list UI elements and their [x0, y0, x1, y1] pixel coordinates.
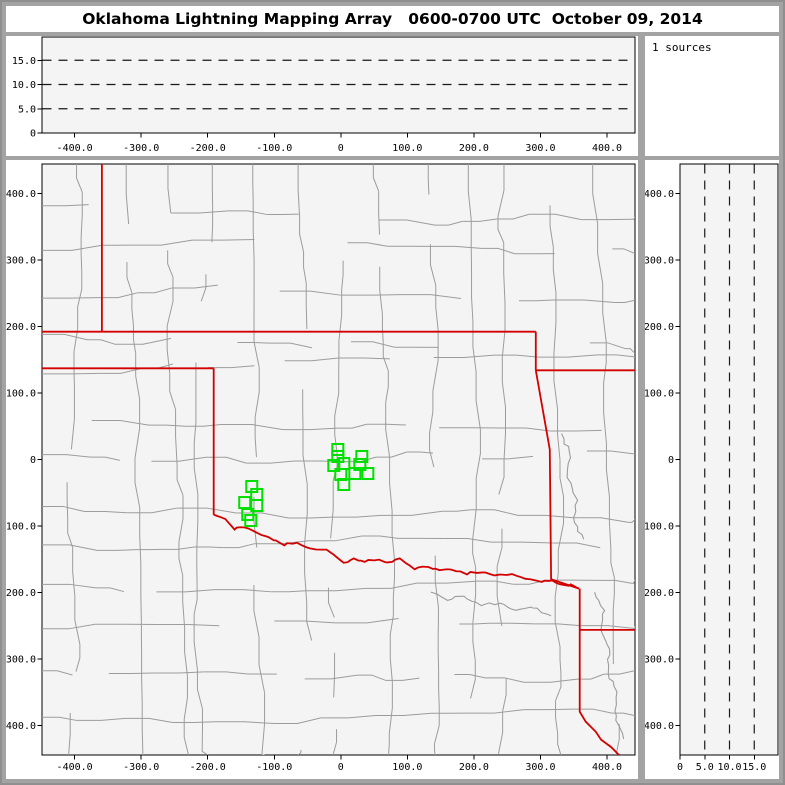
- lma-station-marker: [244, 514, 258, 528]
- lma-station-marker: [334, 468, 348, 482]
- svg-text:300.0: 300.0: [645, 255, 674, 266]
- altitude-vs-north-south-plot[interactable]: 400.0 300.0 200.0 100.0 0 -100.0 -200.0 -300.0 -…: [645, 160, 779, 779]
- svg-text:5.0: 5.0: [18, 104, 36, 115]
- lma-station-marker: [337, 478, 351, 492]
- svg-text:0: 0: [668, 455, 674, 466]
- altitude-vs-east-west-plot[interactable]: 0 5.0 10.0 15.0 -400.0 -300.0 -200.0 -100.0 0 100…: [6, 36, 638, 156]
- svg-text:-100.0: -100.0: [256, 762, 292, 773]
- lma-station-marker: [361, 467, 375, 481]
- lma-station-marker: [355, 449, 369, 463]
- svg-text:400.0: 400.0: [592, 762, 622, 773]
- svg-text:300.0: 300.0: [525, 143, 555, 154]
- svg-text:-100.0: -100.0: [256, 143, 292, 154]
- svg-text:400.0: 400.0: [645, 189, 674, 200]
- altitude-vs-east-west-panel[interactable]: 0 5.0 10.0 15.0 -400.0 -300.0 -200.0 -100.0 0 100…: [6, 36, 638, 156]
- svg-text:-400.0: -400.0: [645, 721, 674, 732]
- lma-station-marker: [250, 499, 264, 513]
- axis-ticks: [37, 59, 608, 138]
- svg-text:-400.0: -400.0: [57, 762, 93, 773]
- axis-ticks: [37, 192, 608, 760]
- axis-tick-labels: 400.0 300.0 200.0 100.0 0 -100.0 -200.0 -300.0 -…: [645, 189, 766, 773]
- state-border-red-river: [213, 513, 580, 590]
- svg-text:200.0: 200.0: [645, 322, 674, 333]
- svg-text:0: 0: [30, 129, 36, 140]
- svg-text:-100.0: -100.0: [645, 522, 674, 533]
- axis-tick-labels: 0 5.0 10.0 15.0 -400.0 -300.0 -200.0 -100.0 0 100…: [12, 56, 622, 154]
- svg-text:200.0: 200.0: [459, 762, 489, 773]
- svg-text:200.0: 200.0: [459, 143, 489, 154]
- svg-text:0: 0: [338, 143, 344, 154]
- svg-text:100.0: 100.0: [645, 388, 674, 399]
- lma-station-marker: [327, 458, 341, 472]
- state-border-oklahoma-arkansas: [534, 370, 580, 590]
- altitude-gridlines: [704, 164, 755, 755]
- window-title: Oklahoma Lightning Mapping Array 0600-07…: [6, 6, 779, 32]
- svg-text:-400.0: -400.0: [6, 721, 36, 732]
- altitude-vs-north-south-panel[interactable]: 400.0 300.0 200.0 100.0 0 -100.0 -200.0 -300.0 -…: [645, 160, 779, 779]
- lma-station-marker: [331, 442, 345, 456]
- lma-station-marker: [348, 467, 362, 481]
- svg-text:0: 0: [338, 762, 344, 773]
- svg-text:15.0: 15.0: [12, 56, 36, 67]
- state-borders: [42, 164, 635, 755]
- state-border-texas-arkansas: [578, 588, 620, 755]
- altitude-gridlines: [42, 59, 635, 110]
- svg-text:400.0: 400.0: [592, 143, 622, 154]
- plan-view-map-panel[interactable]: 400.0 300.0 200.0 100.0 0 -100.0 -200.0 -300.0 -…: [6, 160, 638, 779]
- svg-text:-200.0: -200.0: [6, 588, 36, 599]
- plan-view-map-plot[interactable]: 400.0 300.0 200.0 100.0 0 -100.0 -200.0 -300.0 -…: [6, 160, 638, 779]
- source-count-label: 1 sources: [652, 41, 712, 54]
- svg-text:-300.0: -300.0: [123, 143, 159, 154]
- axis-tick-labels: 400.0 300.0 200.0 100.0 0 -100.0 -200.0 -300.0 -…: [6, 189, 622, 773]
- svg-text:-300.0: -300.0: [645, 655, 674, 666]
- river-lines: [430, 433, 625, 740]
- axis-ticks: [675, 192, 755, 760]
- svg-text:300.0: 300.0: [6, 255, 36, 266]
- svg-text:-100.0: -100.0: [6, 522, 36, 533]
- svg-text:400.0: 400.0: [6, 189, 36, 200]
- svg-text:10.0: 10.0: [717, 762, 741, 773]
- svg-text:200.0: 200.0: [6, 322, 36, 333]
- svg-text:-300.0: -300.0: [123, 762, 159, 773]
- svg-text:-400.0: -400.0: [57, 143, 93, 154]
- svg-text:-200.0: -200.0: [190, 762, 226, 773]
- svg-text:-200.0: -200.0: [190, 143, 226, 154]
- svg-text:-300.0: -300.0: [6, 655, 36, 666]
- lma-station-markers: [238, 442, 375, 528]
- svg-text:15.0: 15.0: [742, 762, 766, 773]
- svg-text:300.0: 300.0: [525, 762, 555, 773]
- svg-text:0: 0: [30, 455, 36, 466]
- svg-text:100.0: 100.0: [392, 143, 422, 154]
- svg-text:-200.0: -200.0: [645, 588, 674, 599]
- source-histogram-panel[interactable]: 1 sources: [645, 36, 779, 156]
- svg-text:100.0: 100.0: [392, 762, 422, 773]
- svg-text:0: 0: [677, 762, 683, 773]
- svg-text:5.0: 5.0: [696, 762, 714, 773]
- svg-text:10.0: 10.0: [12, 80, 36, 91]
- svg-text:100.0: 100.0: [6, 388, 36, 399]
